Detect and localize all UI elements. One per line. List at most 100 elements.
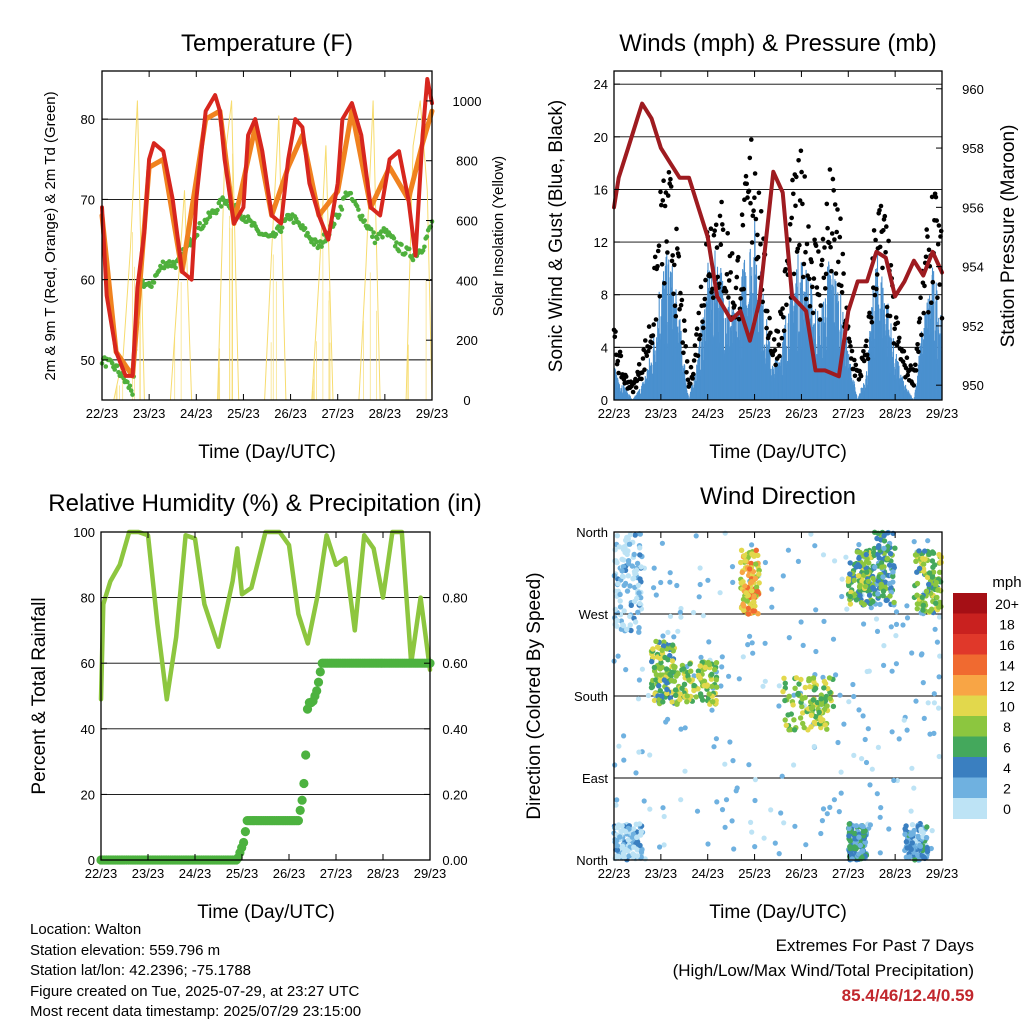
x-tick-label: 26/23 [273,866,306,881]
direction-point [796,681,802,687]
rainfall-point [293,816,303,826]
gust-point [781,328,787,334]
gust-point [665,250,670,255]
direction-point [807,684,813,690]
gust-point [720,227,726,232]
direction-point [886,826,892,832]
direction-point [847,601,854,607]
recent-timestamp: Most recent data timestamp: 2025/07/29 2… [30,1003,362,1020]
direction-point [856,555,862,562]
direction-point [714,799,720,805]
gust-point [726,295,731,300]
direction-point [847,838,853,844]
direction-point [855,562,861,568]
direction-point [705,577,711,583]
gust-point [700,325,706,331]
direction-point [619,556,625,562]
direction-point [653,638,659,645]
direction-point [658,659,664,666]
gust-point [657,294,663,299]
direction-point [614,843,621,849]
direction-point [843,554,849,560]
direction-point [679,685,685,691]
gust-point [683,344,688,349]
direction-point [617,834,623,840]
humidity-title: Relative Humidity (%) & Precipitation (i… [48,490,481,517]
direction-point [891,599,897,606]
direction-point [709,683,715,690]
winds-ylabel-right: Station Pressure (Maroon) [998,125,1019,348]
direction-point [859,578,865,584]
direction-point [821,706,828,713]
winds-title: Winds (mph) & Pressure (mb) [619,30,936,57]
direction-point [798,619,804,625]
direction-point [752,844,758,850]
direction-point [693,694,699,700]
x-tick-label: 29/23 [416,406,449,421]
direction-point [651,565,657,571]
direction-point [627,583,633,589]
direction-point [803,842,809,848]
gust-point [646,324,652,329]
gust-point [804,241,810,247]
direction-point [762,640,768,646]
direction-point [924,824,930,830]
direction-point [621,544,627,550]
dewpoint-point [215,207,220,213]
direction-point [625,837,632,843]
direction-point [687,661,693,667]
direction-point [663,719,669,725]
direction-point [810,697,817,703]
temperature-panel: Temperature (F) 22/23 23/23 24/23 25/23 26/2… [42,30,507,463]
direction-point [625,560,632,567]
direction-point [851,844,858,850]
direction-point [864,569,870,575]
direction-point [935,587,941,593]
direction-point [741,553,747,559]
winds-frame [613,70,943,401]
direction-point [929,558,936,564]
direction-point [869,766,875,772]
dewpoint-point [406,246,412,252]
direction-point [861,621,867,627]
left-tick-label: 8 [601,288,608,303]
direction-point [630,575,637,581]
direction-point [904,615,911,621]
gust-point [710,295,716,301]
direction-point [747,580,754,586]
gust-point [679,297,685,303]
direction-point [780,688,786,695]
direction-point [825,685,831,692]
left-tick-label: 40 [81,722,95,737]
direction-point [762,678,768,684]
direction-point [675,671,681,677]
direction-point [839,576,845,582]
direction-point [709,671,715,677]
direction-point [745,611,752,617]
direction-point [637,531,643,537]
gust-point [736,316,742,322]
direction-point [832,558,838,564]
gust-point [937,282,942,287]
left-tick-label: East [582,771,608,786]
gust-point [918,295,923,301]
dewpoint-point [375,236,380,241]
station-elevation: Station elevation: 559.796 m [30,941,221,959]
gust-point [790,177,795,183]
direction-point [934,639,941,645]
legend-swatch [953,736,987,758]
direction-point [749,640,755,646]
direction-point [639,666,646,672]
direction-point [756,580,762,586]
gust-point [732,303,737,308]
dewpoint-point [112,367,117,372]
direction-point [634,853,640,859]
direction-point [844,606,850,612]
gust-point [695,353,701,359]
gust-point [812,237,817,243]
gust-point [713,222,719,228]
gust-point [852,357,857,363]
gust-point [838,216,843,221]
direction-point [636,629,642,635]
direction-point [745,605,751,612]
